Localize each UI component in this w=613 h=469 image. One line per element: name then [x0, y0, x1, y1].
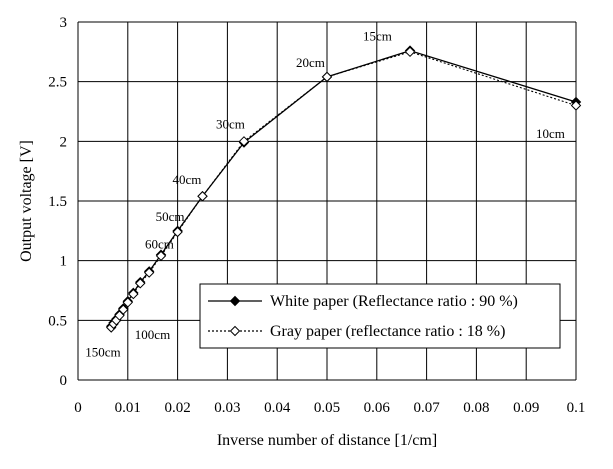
point-annotation: 15cm [363, 29, 392, 44]
legend-box [199, 283, 561, 349]
point-annotation: 100cm [135, 327, 170, 342]
y-tick-label: 1.5 [48, 194, 67, 210]
x-tick-label: 0.06 [364, 400, 391, 416]
point-annotation: 50cm [156, 209, 185, 224]
y-tick-label: 3 [60, 15, 68, 31]
legend-label: Gray paper (reflectance ratio : 18 %) [270, 323, 505, 340]
legend-entry-1: White paper (Reflectance ratio : 90 %) [208, 293, 518, 310]
point-annotation: 20cm [296, 55, 325, 70]
y-tick-label: 2.5 [48, 75, 67, 91]
y-tick-label: 2 [60, 134, 68, 150]
x-tick-label: 0.01 [115, 400, 141, 416]
legend-label: White paper (Reflectance ratio : 90 %) [270, 293, 518, 310]
data-point [128, 288, 139, 300]
data-point [238, 136, 250, 147]
y-tick-label: 0.5 [48, 313, 67, 329]
y-tick-label: 1 [60, 254, 68, 270]
point-annotation: 60cm [145, 237, 174, 252]
x-tick-label: 0.09 [513, 400, 539, 416]
data-point [404, 46, 416, 58]
x-tick-label: 0.03 [214, 400, 240, 416]
series-layer [106, 45, 582, 333]
x-tick-label: 0.05 [314, 400, 340, 416]
data-point [172, 226, 183, 238]
data-point [143, 267, 155, 278]
data-point [321, 71, 333, 83]
y-tick-labels: 0 0.5 1 1.5 2 2.5 3 [48, 15, 67, 389]
legend-marker [229, 295, 241, 307]
data-point [114, 310, 125, 321]
point-annotation: 150cm [85, 344, 120, 359]
y-tick-label: 0 [60, 373, 68, 389]
x-tick-label: 0 [74, 400, 82, 416]
x-tick-label: 0.1 [567, 400, 586, 416]
x-tick-label: 0.04 [264, 400, 291, 416]
x-tick-labels: 0 0.01 0.02 0.03 0.04 0.05 0.06 0.07 0.08 0.09 0.1 [74, 400, 585, 416]
data-point [135, 278, 146, 289]
data-point [197, 191, 208, 202]
x-tick-label: 0.02 [164, 400, 190, 416]
data-point [570, 100, 582, 111]
legend: White paper (Reflectance ratio : 90 %) Gr… [199, 283, 561, 349]
series-line [110, 51, 577, 328]
x-tick-label: 0.07 [413, 400, 440, 416]
data-point [118, 304, 129, 315]
x-tick-label: 0.08 [463, 400, 489, 416]
legend-marker [229, 325, 241, 337]
series-2 [106, 46, 582, 333]
point-annotation: 40cm [173, 172, 202, 187]
data-point [122, 297, 134, 308]
x-axis-title: Inverse number of distance [1/cm] [217, 432, 437, 449]
y-axis-title: Output voltage [V] [18, 140, 35, 262]
point-annotations: 150cm 100cm 60cm 50cm 40cm 30cm 20cm 15cm 10cm [85, 29, 565, 360]
point-annotation: 10cm [536, 126, 565, 141]
data-point [155, 250, 167, 262]
legend-entry-2: Gray paper (reflectance ratio : 18 %) [208, 323, 505, 340]
point-annotation: 30cm [216, 117, 245, 132]
